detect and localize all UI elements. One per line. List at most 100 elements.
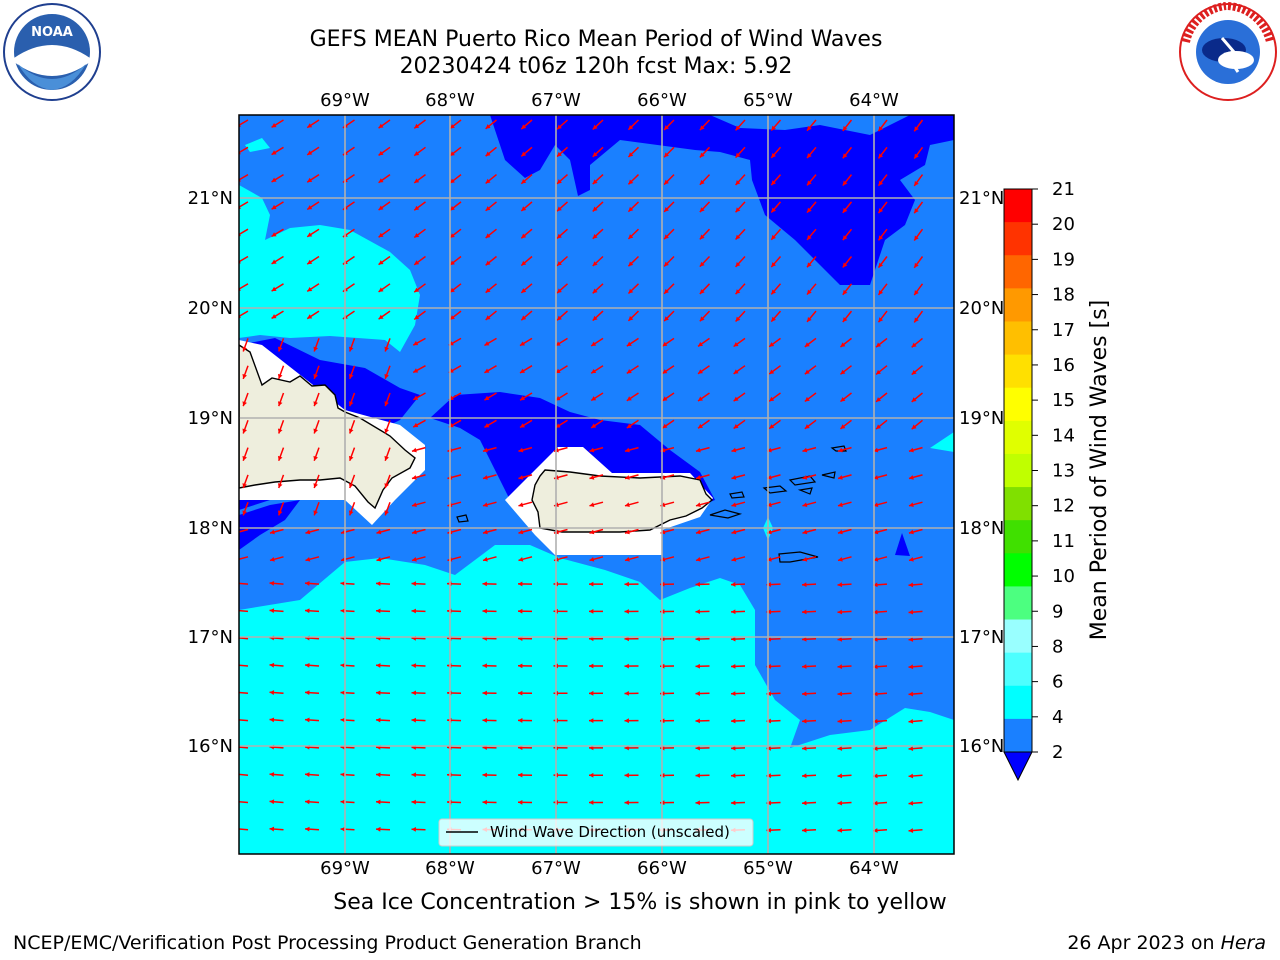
colorbar-tick-label: 10 bbox=[1052, 566, 1075, 587]
wave-direction-arrow bbox=[837, 474, 852, 480]
wave-direction-arrow bbox=[411, 690, 426, 696]
wave-direction-arrow bbox=[239, 664, 249, 667]
wave-direction-arrow bbox=[624, 663, 639, 669]
colorbar-segment bbox=[1004, 718, 1032, 753]
wave-direction-arrow bbox=[378, 201, 391, 211]
wave-direction-arrow bbox=[313, 365, 320, 380]
wave-direction-arrow bbox=[801, 636, 817, 642]
wave-direction-arrow bbox=[801, 664, 817, 669]
wave-direction-arrow bbox=[518, 474, 533, 480]
wave-direction-arrow bbox=[348, 365, 356, 380]
wave-direction-arrow bbox=[699, 119, 711, 131]
wave-direction-arrow bbox=[837, 746, 852, 751]
wave-direction-arrow bbox=[277, 420, 285, 434]
wave-direction-arrow bbox=[271, 146, 284, 156]
wave-direction-arrow bbox=[449, 119, 462, 130]
wave-direction-arrow bbox=[908, 501, 923, 508]
wave-direction-arrow bbox=[913, 228, 924, 241]
wave-direction-arrow bbox=[695, 446, 710, 453]
wave-direction-arrow bbox=[520, 146, 533, 157]
wave-direction-arrow bbox=[730, 745, 746, 751]
wave-direction-arrow bbox=[837, 664, 852, 669]
wave-direction-arrow bbox=[768, 337, 781, 348]
wave-direction-arrow bbox=[482, 799, 497, 805]
wave-direction-arrow bbox=[411, 446, 426, 453]
lon-label-top: 66°W bbox=[637, 90, 687, 111]
wave-direction-arrow bbox=[589, 474, 604, 480]
wave-direction-arrow bbox=[277, 474, 285, 489]
wave-direction-arrow bbox=[804, 419, 817, 430]
colorbar-segment bbox=[1004, 288, 1032, 322]
island-anegada bbox=[830, 445, 847, 452]
wave-direction-arrow bbox=[768, 365, 781, 375]
wave-direction-arrow bbox=[588, 772, 604, 778]
wave-direction-arrow bbox=[378, 119, 391, 129]
wave-direction-arrow bbox=[695, 581, 710, 587]
wave-direction-arrow bbox=[627, 119, 640, 131]
wave-direction-arrow bbox=[340, 690, 355, 696]
wave-direction-arrow bbox=[304, 608, 320, 614]
wave-direction-arrow bbox=[842, 174, 853, 187]
wave-direction-arrow bbox=[411, 608, 426, 614]
wave-direction-arrow bbox=[411, 501, 426, 508]
wave-direction-arrow bbox=[735, 283, 746, 295]
lon-label-bottom: 66°W bbox=[637, 858, 687, 879]
wave-direction-arrow bbox=[624, 745, 639, 751]
wave-direction-arrow bbox=[908, 637, 923, 642]
wave-direction-arrow bbox=[770, 283, 782, 295]
wave-direction-arrow bbox=[913, 256, 924, 269]
wave-direction-arrow bbox=[730, 609, 746, 615]
wave-direction-arrow bbox=[801, 609, 817, 615]
wave-direction-arrow bbox=[375, 772, 391, 778]
wave-direction-arrow bbox=[624, 772, 639, 778]
wave-direction-arrow bbox=[482, 690, 497, 696]
wave-direction-arrow bbox=[624, 800, 639, 805]
wave-direction-arrow bbox=[348, 338, 356, 352]
colorbar-segment bbox=[1004, 553, 1032, 587]
lon-label-top: 64°W bbox=[849, 90, 899, 111]
wave-direction-arrow bbox=[590, 337, 604, 347]
wave-direction-arrow bbox=[592, 255, 604, 267]
wave-direction-arrow bbox=[908, 691, 923, 697]
lon-label-top: 67°W bbox=[531, 90, 581, 111]
wave-direction-arrow bbox=[485, 174, 497, 184]
wave-direction-arrow bbox=[770, 228, 782, 241]
plot-title: GEFS MEAN Puerto Rico Mean Period of Win… bbox=[309, 27, 883, 52]
wave-direction-arrow bbox=[482, 556, 497, 562]
wave-direction-arrow bbox=[877, 256, 888, 269]
wave-direction-arrow bbox=[482, 608, 497, 614]
wave-direction-arrow bbox=[663, 174, 675, 186]
wave-direction-arrow bbox=[699, 174, 711, 186]
colorbar-segment bbox=[1004, 354, 1032, 389]
wave-direction-arrow bbox=[872, 746, 888, 751]
wave-direction-arrow bbox=[872, 582, 888, 588]
island-mona bbox=[456, 514, 469, 523]
wave-period-band-4-6-east-edge bbox=[930, 432, 954, 452]
wave-direction-arrow bbox=[519, 365, 533, 374]
wave-direction-arrow bbox=[801, 773, 817, 779]
wave-direction-arrow bbox=[733, 337, 746, 348]
wave-direction-arrow bbox=[695, 718, 710, 724]
wave-direction-arrow bbox=[877, 146, 888, 159]
lon-label-top: 69°W bbox=[320, 90, 370, 111]
wave-direction-arrow bbox=[730, 691, 746, 697]
wave-direction-arrow bbox=[378, 228, 391, 238]
colorbar-label: Mean Period of Wind Waves [s] bbox=[1087, 300, 1112, 640]
lat-label-left: 18°N bbox=[188, 518, 233, 539]
wave-direction-arrow bbox=[731, 501, 746, 508]
wave-direction-arrow bbox=[340, 663, 355, 668]
wave-direction-arrow bbox=[802, 474, 817, 480]
wave-direction-arrow bbox=[378, 255, 391, 266]
wave-period-band-4-6-northwest bbox=[239, 185, 420, 352]
wave-direction-arrow bbox=[768, 419, 781, 430]
wave-direction-arrow bbox=[517, 718, 533, 723]
wave-direction-arrow bbox=[313, 392, 320, 407]
wave-direction-arrow bbox=[485, 310, 497, 321]
wave-direction-arrow bbox=[375, 799, 391, 805]
wave-direction-arrow bbox=[411, 528, 426, 535]
wave-direction-arrow bbox=[663, 255, 675, 267]
wave-direction-arrow bbox=[877, 228, 888, 241]
wave-direction-arrow bbox=[306, 146, 320, 156]
wave-direction-arrow bbox=[872, 691, 888, 697]
wave-direction-arrow bbox=[588, 663, 604, 669]
